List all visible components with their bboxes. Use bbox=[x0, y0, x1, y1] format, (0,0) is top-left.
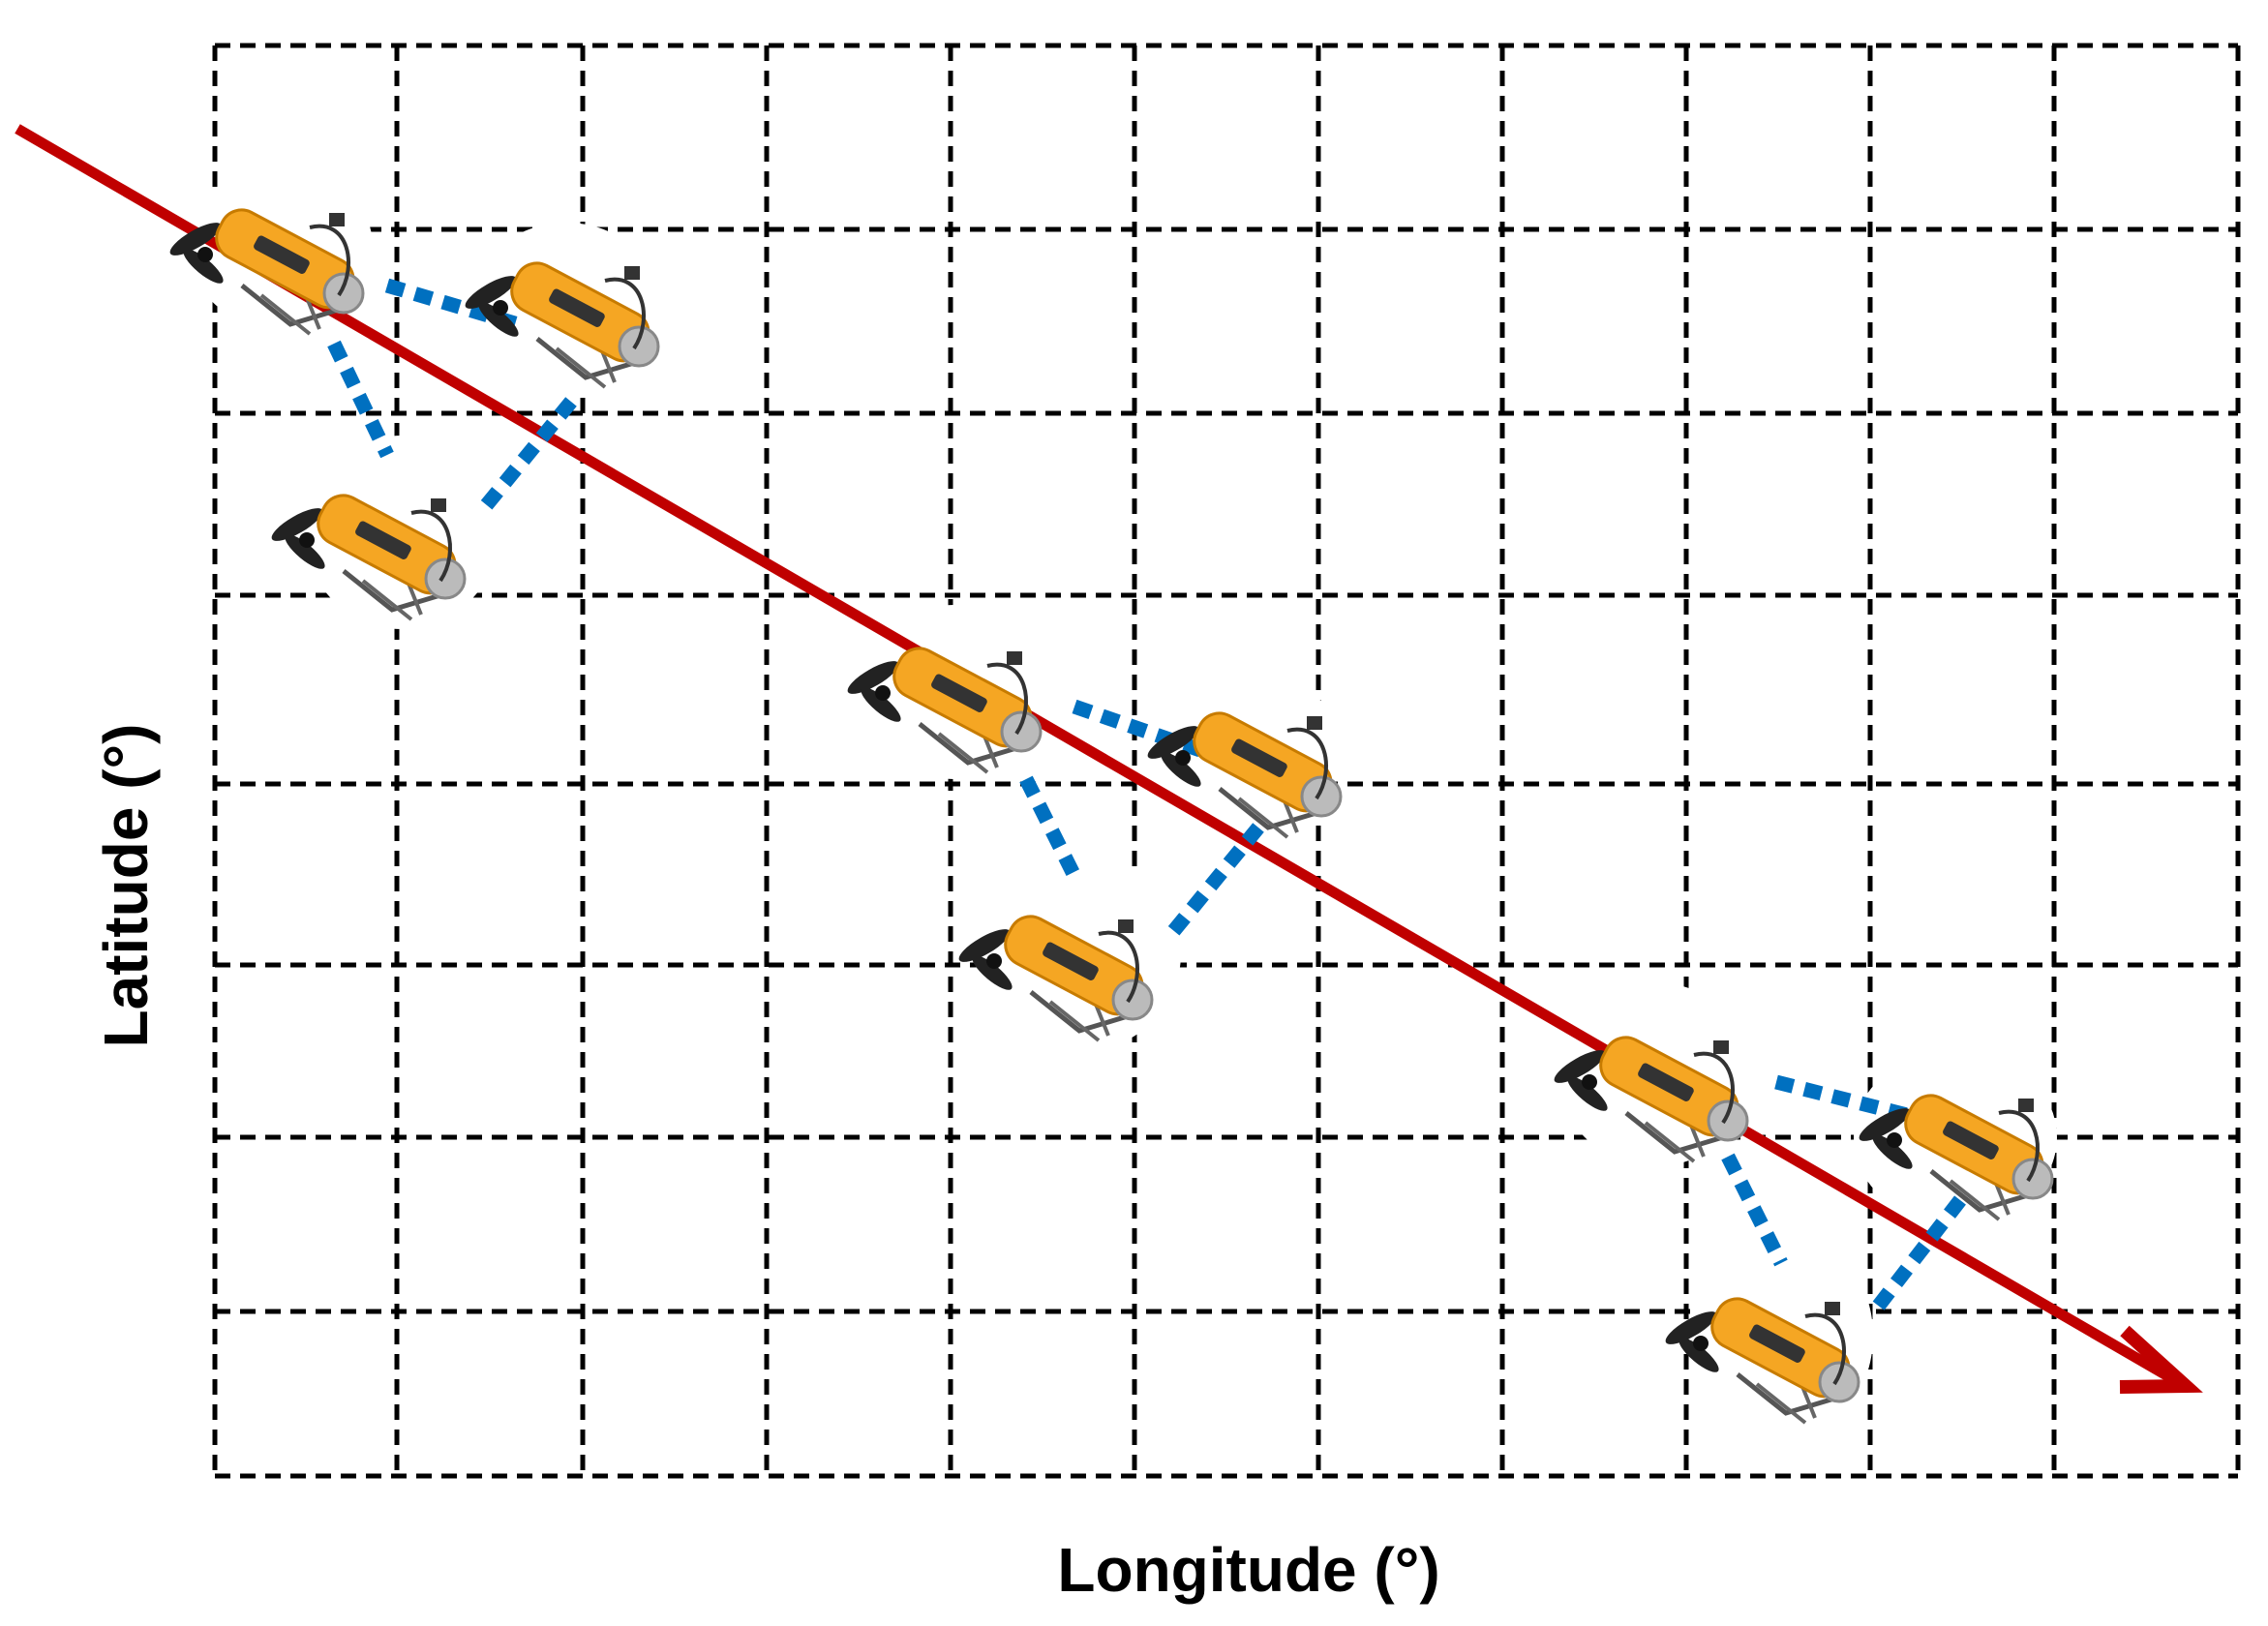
formation-1-links bbox=[384, 278, 521, 332]
formation-1-links bbox=[327, 340, 394, 459]
formation-3-links bbox=[1774, 1074, 1909, 1123]
formation-links bbox=[327, 278, 1966, 1311]
x-axis-label: Longitude (°) bbox=[1057, 1535, 1440, 1605]
trajectory-arrow bbox=[15, 124, 2203, 1394]
formation-2-links bbox=[1072, 699, 1203, 758]
y-axis-label: Latitude (°) bbox=[91, 723, 161, 1048]
vehicle-backdrops bbox=[189, 165, 2057, 1442]
formation-3-links bbox=[1721, 1153, 1788, 1267]
formation-1-links bbox=[478, 397, 577, 513]
formation-2-links bbox=[1019, 775, 1081, 880]
formation-2-links bbox=[1165, 823, 1264, 939]
formation-3-links bbox=[1872, 1195, 1966, 1311]
